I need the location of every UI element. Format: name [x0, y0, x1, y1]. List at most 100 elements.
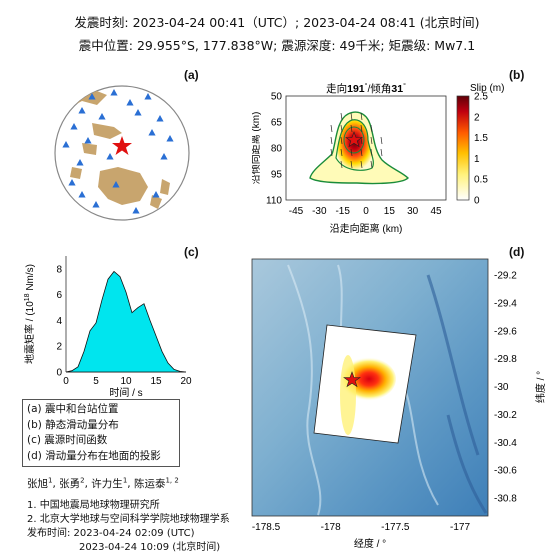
- map-ytick-label: -29.6: [494, 326, 517, 337]
- affiliation-2: 2. 北京大学地球与空间科学学院地球物理学系: [27, 514, 230, 525]
- epicenter-info: 震中位置: 29.955°S, 177.838°W; 震源深度: 49千米; 矩…: [78, 38, 476, 53]
- map-ytick-label: -30.2: [494, 410, 517, 421]
- slip-ytick-label: 65: [271, 118, 283, 129]
- slip-ytick-label: 80: [271, 144, 283, 155]
- stf-xtick-label: 0: [63, 376, 69, 387]
- slip-panel: 50 65 80 95 110 -45 -30 -15 0 15 30 45 走向191°/倾角31…: [252, 82, 504, 235]
- station-icon: [76, 159, 84, 166]
- map-xtick-label: -178: [321, 522, 341, 533]
- slip-vector-arrow: [350, 160, 353, 169]
- globe-map: [54, 85, 190, 221]
- stf-ytick-label: 2: [56, 342, 62, 353]
- map-ytick-label: -29.2: [494, 271, 517, 282]
- legend-item-c: (c) 震源时间函数: [27, 434, 108, 446]
- station-icon: [156, 115, 164, 122]
- stf-ytick-label: 0: [56, 368, 62, 379]
- station-icon: [70, 123, 78, 130]
- station-icon: [78, 191, 86, 198]
- slip-vectors: [330, 112, 383, 169]
- map-ytick-label: -30.4: [494, 438, 517, 449]
- slip-contour-peak: [343, 126, 365, 154]
- panel-label-a: (a): [184, 68, 199, 82]
- station-icon: [106, 153, 114, 160]
- publish-time-utc: 发布时间: 2023-04-24 02:09 (UTC): [27, 528, 195, 539]
- colorbar-tick-label: 0: [474, 196, 480, 207]
- map-ytick-label: -30: [494, 382, 509, 393]
- author-list: 张旭1, 张勇2, 许力生1, 陈运泰1, 2: [27, 476, 179, 491]
- slip-vector-arrow: [360, 112, 363, 121]
- map-ylabel: 纬度 / °: [534, 371, 547, 403]
- map-xtick-label: -177.5: [381, 522, 410, 533]
- panel-legend: (a) 震中和台站位置 (b) 静态滑动量分布 (c) 震源时间函数 (d) 滑…: [22, 399, 180, 467]
- slip-xtick-label: -15: [335, 206, 350, 217]
- station-icon: [84, 137, 92, 144]
- stf-ytick-label: 4: [56, 316, 62, 327]
- map-xtick-label: -177: [450, 522, 470, 533]
- slip-vector-arrow: [360, 160, 363, 169]
- station-icon: [78, 107, 86, 114]
- station-icon: [126, 99, 134, 106]
- slip-vector-arrow: [360, 148, 363, 157]
- station-markers: [62, 89, 174, 214]
- slip-xticks: -45 -30 -15 0 15 30 45: [289, 206, 442, 217]
- slip-xtick-label: 0: [363, 206, 369, 217]
- globe-outline: [54, 85, 190, 221]
- slip-vector-arrow: [350, 112, 353, 121]
- affiliation-1: 1. 中国地震局地球物理研究所: [27, 500, 160, 511]
- map-xlabel: 经度 / °: [354, 537, 386, 550]
- slip-yticks: 50 65 80 95 110: [266, 92, 282, 207]
- slip-vector-arrow: [380, 136, 383, 145]
- map-ytick-label: -29.4: [494, 298, 517, 309]
- colorbar-tick-label: 1: [474, 154, 480, 165]
- station-icon: [132, 207, 140, 214]
- stf-ylabel: 地震矩率 / (1018 Nm/s): [23, 264, 36, 364]
- stf-ytick-label: 6: [56, 290, 62, 301]
- station-icon: [68, 179, 76, 186]
- legend-item-d: (d) 滑动量分布在地面的投影: [27, 449, 161, 462]
- slip-vector-arrow: [340, 136, 343, 145]
- slip-vector-arrow: [340, 148, 343, 157]
- slip-ytick-label: 50: [271, 92, 283, 103]
- slip-xtick-label: -30: [312, 206, 327, 217]
- legend-item-b: (b) 静态滑动量分布: [27, 418, 119, 431]
- slip-vector-arrow: [370, 124, 373, 133]
- map-ytick-label: -30.8: [494, 494, 517, 505]
- stf-xtick-label: 10: [120, 376, 132, 387]
- map-xtick-label: -178.5: [252, 522, 281, 533]
- station-icon: [112, 181, 120, 188]
- station-icon: [134, 109, 142, 116]
- slip-xtick-label: 15: [384, 206, 396, 217]
- slip-xtick-label: 30: [407, 206, 419, 217]
- stf-yticks: 0 2 4 6 8: [56, 264, 62, 378]
- slip-vector-arrow: [340, 112, 343, 121]
- colorbar-tick-label: 0.5: [474, 175, 488, 186]
- map-ytick-label: -29.8: [494, 354, 517, 365]
- colorbar-tick-label: 2.5: [474, 92, 488, 103]
- slip-xtick-label: -45: [289, 206, 304, 217]
- station-icon: [144, 93, 152, 100]
- stf-xlabel: 时间 / s: [109, 386, 142, 399]
- map-xticks: -178.5 -178 -177.5 -177: [252, 522, 471, 533]
- map-epicenter-star-icon: [343, 371, 361, 388]
- stf-ytick-label: 8: [56, 264, 62, 275]
- station-icon: [62, 141, 70, 148]
- station-icon: [166, 135, 174, 142]
- stf-xtick-label: 20: [180, 376, 192, 387]
- slip-vector-arrow: [360, 124, 363, 133]
- slip-vector-arrow: [330, 124, 333, 133]
- trench-features: [426, 274, 488, 514]
- slip-vector-arrow: [340, 160, 343, 169]
- station-icon: [160, 153, 168, 160]
- slip-ylabel: 沿倾向距离 (km): [252, 112, 262, 185]
- epicenter-star-icon: [112, 136, 132, 155]
- colorbar: [456, 95, 470, 201]
- colorbar-tick-label: 2: [474, 112, 480, 123]
- station-icon: [98, 113, 106, 120]
- slip-vector-arrow: [370, 136, 373, 145]
- slip-map-panel: -29.2 -29.4 -29.6 -29.8 -30 -30.2 -30.4 -30.6 -3…: [251, 258, 547, 550]
- panel-label-b: (b): [509, 68, 525, 82]
- slip-vector-arrow: [370, 148, 373, 157]
- slip-vector-arrow: [370, 160, 373, 169]
- colorbar-ticks: 2.5 2 1.5 1 0.5 0: [474, 92, 488, 207]
- stf-xtick-label: 5: [93, 376, 99, 387]
